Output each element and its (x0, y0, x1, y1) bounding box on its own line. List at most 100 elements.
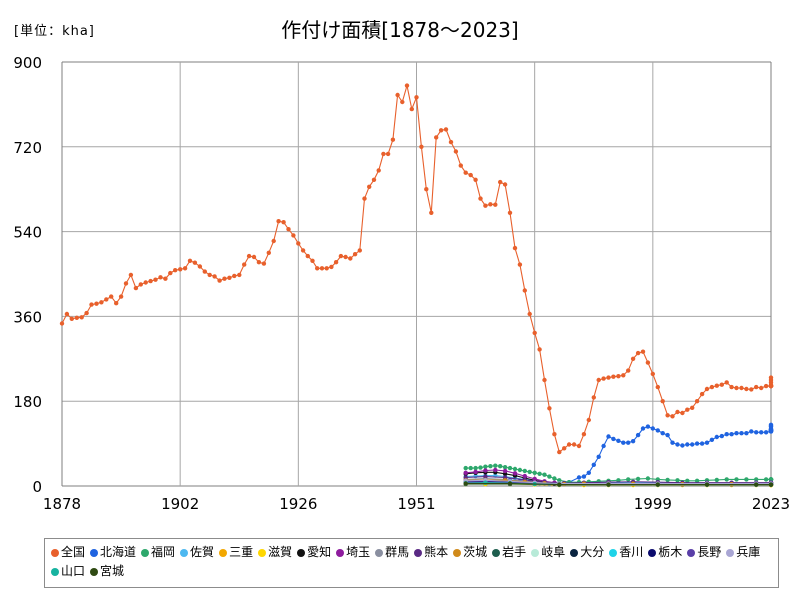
data-point (754, 430, 759, 435)
legend-item: 熊本 (414, 543, 448, 562)
data-point (502, 465, 508, 470)
data-point (547, 474, 552, 479)
legend-marker (648, 549, 657, 557)
legend-label: 群馬 (385, 545, 410, 559)
data-point (182, 266, 188, 271)
data-point (680, 410, 685, 416)
data-point (153, 277, 158, 282)
data-point (680, 443, 685, 448)
legend-label: 栃木 (658, 545, 683, 559)
legend-label: 北海道 (100, 545, 137, 559)
legend-label: 佐賀 (190, 545, 215, 559)
data-point (557, 449, 562, 455)
data-point (557, 478, 562, 483)
data-point (562, 446, 567, 451)
data-point (734, 385, 739, 391)
data-point (611, 436, 616, 442)
legend-marker (90, 549, 99, 557)
data-point (333, 260, 339, 265)
data-point (348, 256, 353, 261)
data-point (719, 433, 724, 439)
data-point (586, 470, 591, 475)
data-point (296, 241, 301, 246)
data-point (601, 376, 606, 381)
legend-item: 山口 (51, 562, 85, 581)
y-tick-label: 540 (13, 224, 42, 242)
data-point (237, 272, 242, 278)
data-point (704, 440, 710, 445)
data-point (478, 196, 483, 201)
legend-item: 三重 (219, 543, 253, 562)
legend-marker (570, 549, 579, 557)
legend-label: 熊本 (424, 545, 449, 559)
series-宮城 (463, 481, 774, 487)
data-point (217, 278, 222, 283)
data-point (202, 269, 207, 274)
data-point (754, 482, 759, 487)
legend-label: 岩手 (502, 545, 527, 559)
data-point (512, 466, 518, 472)
data-point (690, 405, 695, 410)
data-point (483, 464, 488, 469)
legend-item: 佐賀 (180, 543, 214, 562)
data-point (729, 432, 734, 437)
legend-label: 山口 (61, 564, 86, 578)
data-point (443, 127, 449, 132)
legend-marker (336, 549, 345, 557)
data-point (626, 477, 631, 482)
data-point (192, 260, 198, 265)
legend-marker (297, 549, 306, 557)
legend-marker (51, 549, 59, 557)
data-point (650, 426, 655, 431)
data-point (300, 248, 306, 253)
data-point (324, 266, 329, 271)
data-point (488, 202, 493, 207)
data-point (371, 177, 377, 182)
data-point (522, 468, 527, 474)
data-point (675, 442, 680, 447)
legend-marker (726, 549, 735, 557)
data-point (596, 454, 601, 459)
data-point (704, 482, 710, 487)
data-point (699, 391, 705, 397)
data-point (591, 395, 596, 400)
data-point (744, 386, 749, 392)
data-point (616, 374, 621, 379)
data-point (616, 478, 621, 483)
data-point (483, 468, 488, 473)
data-point (178, 267, 183, 272)
data-point (242, 262, 247, 267)
data-point (409, 106, 414, 112)
data-point (532, 476, 537, 482)
data-point (395, 92, 400, 98)
y-tick-label: 900 (13, 54, 42, 72)
data-point (163, 276, 168, 281)
data-point (488, 464, 493, 469)
legend-label: 宮城 (100, 564, 125, 578)
data-point (601, 443, 606, 449)
data-point (438, 128, 444, 133)
legend-label: 香川 (619, 545, 644, 559)
data-point (99, 300, 104, 305)
series-福岡 (463, 463, 774, 485)
legend-item: 茨城 (453, 543, 487, 562)
data-point (763, 383, 769, 389)
data-point (493, 467, 498, 473)
data-point (414, 95, 419, 100)
data-point (483, 480, 488, 485)
data-point (385, 151, 391, 157)
data-point (458, 163, 463, 168)
data-point (635, 432, 641, 438)
data-point (532, 330, 537, 336)
data-point (404, 83, 410, 88)
data-point (79, 315, 84, 320)
data-point (246, 253, 252, 259)
data-point (512, 245, 518, 251)
data-point (473, 465, 478, 471)
data-point (690, 442, 695, 447)
data-point (114, 301, 119, 306)
data-point (685, 407, 690, 412)
data-point (576, 443, 582, 449)
data-point (630, 356, 636, 361)
data-point (768, 383, 774, 389)
